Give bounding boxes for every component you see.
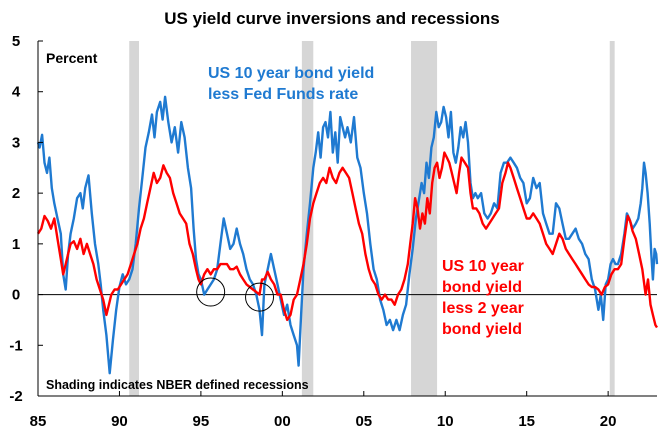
- legend-red-series: US 10 year bond yield less 2 year bond yiel…: [442, 258, 524, 338]
- x-tick-label-15: 15: [518, 413, 535, 430]
- y-tick-label-1: 1: [12, 236, 20, 253]
- x-tick-label-95: 95: [193, 413, 210, 430]
- y-tick-label-4: 4: [12, 84, 21, 101]
- x-tick-label-00: 00: [274, 413, 291, 430]
- y-tick-label-3: 3: [12, 134, 20, 151]
- legend-blue-line-2: less Fed Funds rate: [208, 86, 358, 103]
- series-line-10y-less-2y: [36, 151, 659, 329]
- recession-band-1: [129, 41, 139, 396]
- y-tick-label--2: -2: [9, 388, 22, 405]
- series-lines: [36, 95, 659, 375]
- legend-blue-line-1: US 10 year bond yield: [208, 65, 374, 82]
- y-tick-label-5: 5: [12, 33, 20, 50]
- recession-shading: [129, 41, 615, 396]
- inversion-circle-2: [245, 282, 275, 312]
- y-tick-label-2: 2: [12, 185, 20, 202]
- x-tick-label-05: 05: [355, 413, 372, 430]
- y-axis-unit-label: Percent: [46, 50, 98, 66]
- recession-note: Shading indicates NBER defined recession…: [46, 378, 309, 392]
- recession-band-4: [609, 41, 615, 396]
- y-tick-label-0: 0: [12, 287, 20, 304]
- x-tick-label-10: 10: [437, 413, 454, 430]
- legend-red-line-1: US 10 year: [442, 258, 524, 275]
- x-tick-label-20: 20: [600, 413, 617, 430]
- legend-red-line-2: bond yield: [442, 279, 522, 296]
- axes: -2 -1 0 1 2 3 4 5 85 90 95 00 05 10 15 20: [9, 33, 657, 430]
- y-tick-label--1: -1: [9, 337, 22, 354]
- legend-blue-series: US 10 year bond yield less Fed Funds rate: [208, 65, 374, 103]
- series-line-10y-less-fed-funds: [36, 95, 659, 375]
- x-tick-label-85: 85: [30, 413, 47, 430]
- inversion-circles: [196, 277, 275, 312]
- legend-red-line-4: bond yield: [442, 321, 522, 338]
- chart-title: US yield curve inversions and recessions: [164, 9, 499, 28]
- x-tick-label-90: 90: [111, 413, 128, 430]
- legend-red-line-3: less 2 year: [442, 300, 524, 317]
- inversion-circle-1: [196, 277, 226, 307]
